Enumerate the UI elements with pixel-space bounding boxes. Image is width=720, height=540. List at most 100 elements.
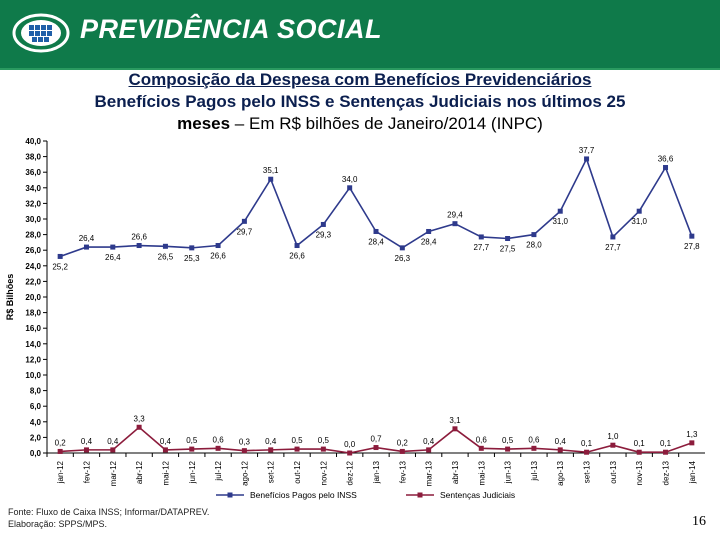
y-tick-label: 34,0: [25, 184, 41, 193]
y-tick-label: 36,0: [25, 168, 41, 177]
data-label-s1: 29,3: [316, 230, 332, 239]
data-label-s2: 0,4: [107, 437, 119, 446]
title-line-3: meses – Em R$ bilhões de Janeiro/2014 (I…: [0, 113, 720, 135]
data-label-s1: 26,6: [289, 252, 305, 261]
data-point-s2: [189, 446, 195, 452]
page-number: 16: [692, 514, 706, 529]
data-label-s2: 0,1: [660, 439, 672, 448]
title-line-2: Benefícios Pagos pelo INSS e Sentenças J…: [94, 92, 626, 111]
data-label-s2: 1,3: [686, 430, 698, 439]
data-label-s1: 27,8: [684, 242, 700, 251]
footer-elaboration: Elaboração: SPPS/MPS.: [8, 519, 108, 529]
legend-marker-2: [417, 492, 423, 498]
y-tick-label: 10,0: [25, 371, 41, 380]
y-axis-label: R$ Bilhões: [5, 274, 15, 321]
data-label-s1: 29,7: [237, 227, 253, 236]
data-label-s2: 0,4: [423, 437, 435, 446]
data-label-s1: 29,4: [447, 211, 463, 220]
chart-title-block: Composição da Despesa com Benefícios Pre…: [0, 69, 720, 135]
data-point-s1: [241, 218, 247, 224]
x-tick-label: jul-13: [530, 460, 539, 481]
data-label-s2: 0,1: [634, 439, 646, 448]
legend-marker-1: [227, 492, 233, 498]
data-label-s2: 0,4: [555, 437, 567, 446]
data-label-s1: 26,5: [158, 252, 174, 261]
data-point-s2: [347, 450, 353, 456]
data-point-s1: [83, 244, 89, 250]
x-tick-label: mai-12: [161, 460, 170, 485]
data-point-s2: [505, 446, 511, 452]
data-point-s1: [399, 245, 405, 251]
x-tick-label: abr-13: [451, 460, 460, 484]
y-tick-label: 4,0: [30, 418, 42, 427]
legend-label-2: Sentenças Judiciais: [440, 490, 515, 500]
data-point-s2: [241, 448, 247, 454]
previdencia-logo-icon: [12, 13, 70, 53]
data-point-s1: [162, 243, 168, 249]
data-point-s2: [83, 447, 89, 453]
data-point-s2: [294, 446, 300, 452]
data-label-s1: 28,0: [526, 241, 542, 250]
data-label-s1: 34,0: [342, 175, 358, 184]
data-point-s1: [215, 243, 221, 249]
data-label-s1: 28,4: [368, 237, 384, 246]
data-point-s1: [610, 234, 616, 240]
data-label-s1: 26,3: [395, 254, 411, 263]
data-point-s2: [268, 447, 274, 453]
data-point-s1: [294, 243, 300, 249]
x-tick-label: dez-12: [346, 460, 355, 485]
data-point-s1: [689, 233, 695, 239]
data-label-s1: 26,6: [131, 233, 147, 242]
data-point-s1: [663, 165, 669, 171]
data-point-s2: [557, 447, 563, 453]
x-tick-label: fev-12: [82, 460, 91, 483]
data-point-s2: [320, 446, 326, 452]
x-tick-label: ago-13: [556, 460, 565, 485]
x-tick-label: abr-12: [135, 460, 144, 484]
line-chart: 0,0 2,0 4,0 6,0 8,0 10,0 12,0 14,0 16,0 18,0 20,0 2…: [5, 137, 705, 500]
x-tick-label: jan-14: [688, 460, 697, 484]
data-point-s1: [136, 243, 142, 249]
data-label-s2: 0,5: [291, 436, 303, 445]
data-label-s2: 0,2: [397, 438, 409, 447]
data-label-s1: 36,6: [658, 155, 674, 164]
data-label-s2: 0,4: [265, 437, 277, 446]
data-point-s2: [610, 442, 616, 448]
x-tick-label: set-13: [583, 460, 592, 483]
data-label-s2: 0,3: [239, 438, 251, 447]
data-point-s1: [505, 236, 511, 241]
x-tick-label: mar-12: [109, 460, 118, 486]
data-label-s2: 0,6: [476, 435, 488, 444]
y-tick-label: 28,0: [25, 231, 41, 240]
x-tick-label: mar-13: [425, 460, 434, 486]
y-tick-label: 16,0: [25, 324, 41, 333]
data-point-s1: [452, 221, 458, 227]
data-point-s2: [663, 449, 669, 455]
data-label-s2: 3,1: [449, 416, 461, 425]
data-point-s2: [584, 449, 590, 455]
y-tick-label: 20,0: [25, 293, 41, 302]
data-point-s2: [215, 445, 221, 451]
y-tick-label: 40,0: [25, 137, 41, 146]
data-point-s1: [189, 245, 195, 251]
x-tick-label: jan-13: [372, 460, 381, 484]
y-tick-label: 0,0: [30, 449, 42, 458]
x-tick-label: jan-12: [56, 460, 65, 484]
data-point-s1: [584, 156, 590, 162]
data-point-s1: [347, 185, 353, 191]
x-tick-label: jun-12: [188, 460, 197, 484]
x-tick-label: fev-13: [398, 460, 407, 483]
y-tick-label: 14,0: [25, 340, 41, 349]
title-line-1: Composição da Despesa com Benefícios Pre…: [128, 70, 592, 89]
brand-title: PREVIDÊNCIA SOCIAL: [80, 14, 383, 44]
y-tick-label: 12,0: [25, 355, 41, 364]
footer-source: Fonte: Fluxo de Caixa INSS; Informar/DAT…: [8, 507, 210, 517]
data-point-s1: [268, 176, 274, 182]
data-label-s1: 35,1: [263, 166, 279, 175]
data-label-s1: 25,2: [52, 262, 68, 271]
data-label-s2: 0,2: [55, 438, 67, 447]
title-line-3-bold: meses: [177, 114, 231, 133]
data-point-s2: [57, 448, 63, 454]
y-tick-label: 32,0: [25, 199, 41, 208]
data-label-s2: 3,3: [134, 414, 146, 423]
